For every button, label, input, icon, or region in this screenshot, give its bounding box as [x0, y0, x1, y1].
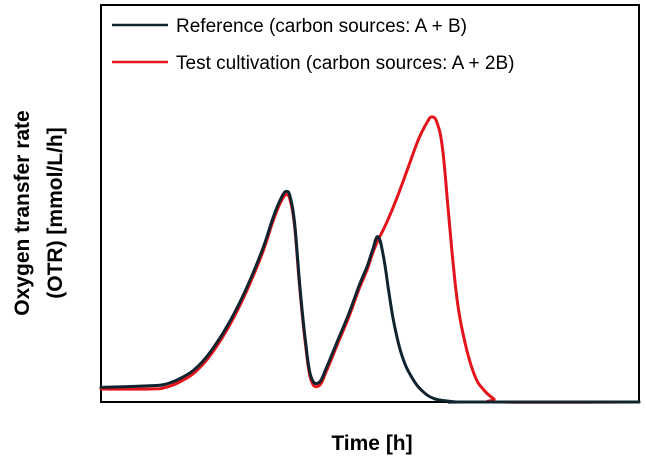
- y-axis-title-line2: (OTR) [mmol/L/h]: [44, 127, 67, 298]
- legend-label-test: Test cultivation (carbon sources: A + 2B…: [176, 53, 514, 74]
- legend: Reference (carbon sources: A + B) Test c…: [112, 16, 514, 74]
- x-axis-title: Time [h]: [331, 432, 412, 455]
- plot-frame: [100, 4, 640, 403]
- series-layer: [99, 115, 641, 404]
- y-axis-title-line1: Oxygen transfer rate: [11, 110, 34, 315]
- series-line-reference: [99, 189, 641, 404]
- legend-label-reference: Reference (carbon sources: A + B): [176, 16, 467, 37]
